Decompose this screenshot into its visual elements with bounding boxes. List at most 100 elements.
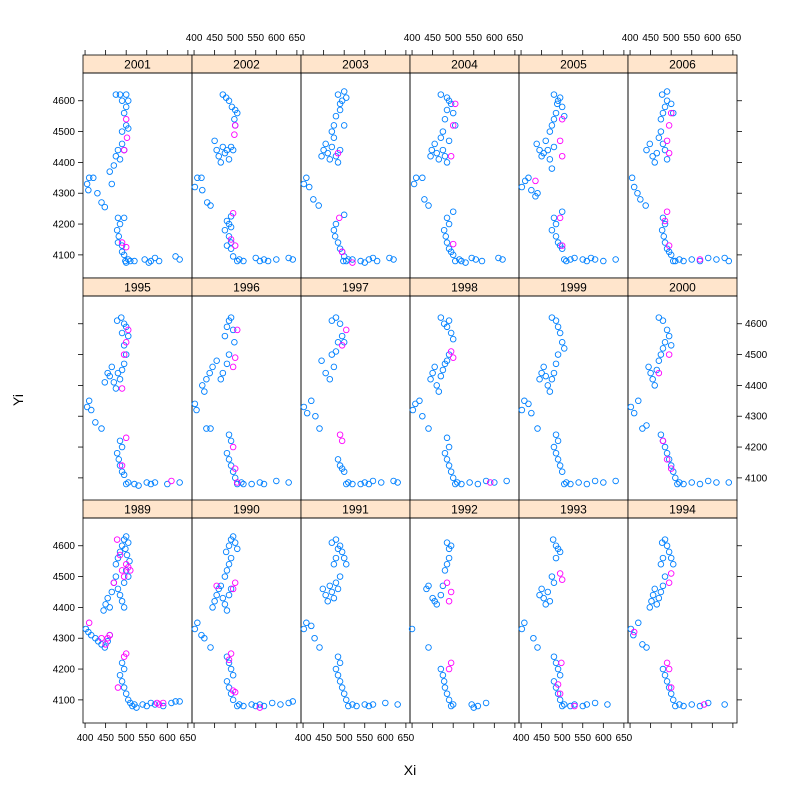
point [449,109,457,117]
y-tick-label: 4600 [745,319,768,330]
point [118,443,126,451]
point [560,345,568,352]
point [583,480,591,488]
point [528,409,535,417]
point [447,702,455,710]
point-highlight [256,704,264,711]
point-highlight [225,656,233,664]
point [669,560,677,568]
point-highlight [120,653,128,660]
point [118,678,126,685]
point [300,180,308,188]
y-tick-label: 4300 [53,189,76,200]
point [336,573,344,580]
point [408,625,416,633]
point [369,477,377,485]
point [651,382,658,389]
panel-frame [82,295,193,502]
strip-label: 1993 [560,503,587,517]
point [122,351,130,358]
point [133,704,140,711]
point [227,245,235,252]
point [552,317,560,324]
point [548,573,556,580]
point [116,156,124,163]
x-tick-label: 550 [247,33,264,44]
point [238,479,245,486]
panel-frame [627,295,738,502]
panel-1995: 1995 [82,277,193,502]
point-highlight [231,579,239,586]
y-tick-label: 4500 [53,127,76,138]
panels-layer: 2001 2002 2003 2004 2005 2006 1995 1996 1997 1998… [82,54,738,724]
point-highlight [229,363,237,371]
point [546,156,554,163]
point [482,477,490,485]
point-highlight [665,351,673,358]
x-tick-label: 650 [507,33,524,44]
y-tick-label: 4100 [53,250,76,261]
point [534,644,541,651]
point [112,91,120,98]
point [124,573,132,580]
point [201,388,208,395]
point [285,699,292,707]
strip-label: 1998 [451,281,478,295]
point [439,128,447,135]
point [222,548,230,556]
point [120,251,128,259]
point [696,480,704,488]
point [112,385,120,392]
point [223,678,231,685]
point [194,619,201,627]
x-tick-label: 550 [465,33,482,44]
point [225,659,233,667]
point-highlight [558,242,566,249]
point [458,480,465,488]
point [571,254,578,262]
point [425,644,432,651]
point [546,128,554,135]
point [647,369,654,377]
point [332,579,340,586]
point-highlight [449,240,457,248]
point [653,149,661,157]
point-highlight [667,465,675,472]
point [657,560,665,568]
point [223,146,231,154]
x-tick-label: 450 [642,33,659,44]
point [445,696,453,704]
point [441,152,449,160]
point [560,480,568,488]
point [563,479,570,486]
point-highlight [556,570,564,577]
point [116,220,124,228]
point [113,449,121,457]
panel-frame [300,295,411,502]
point [221,226,229,234]
point [334,671,342,679]
point [437,314,445,321]
point [320,146,327,154]
point [127,257,134,265]
point-highlight [338,437,346,445]
point [108,363,116,371]
point [176,479,183,486]
point [145,259,153,266]
point [229,146,237,154]
point [627,625,635,633]
point [213,591,220,599]
point [394,701,401,708]
point [264,257,272,265]
point-highlight [98,634,105,642]
point [676,479,683,486]
point [116,462,124,469]
point [612,256,619,263]
x-tick-label: 400 [77,733,94,744]
panel-frame [409,295,520,502]
point [669,257,677,265]
point [336,320,344,327]
point [661,573,669,580]
point [503,477,510,485]
panel-1996: 1996 [191,277,302,502]
